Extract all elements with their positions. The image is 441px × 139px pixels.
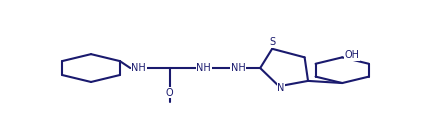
Text: S: S [269,37,275,47]
Text: OH: OH [345,50,360,60]
Text: NH: NH [196,63,211,73]
Text: NH: NH [131,63,146,73]
Text: N: N [277,83,284,93]
Text: NH: NH [231,63,245,73]
Text: O: O [166,88,173,98]
